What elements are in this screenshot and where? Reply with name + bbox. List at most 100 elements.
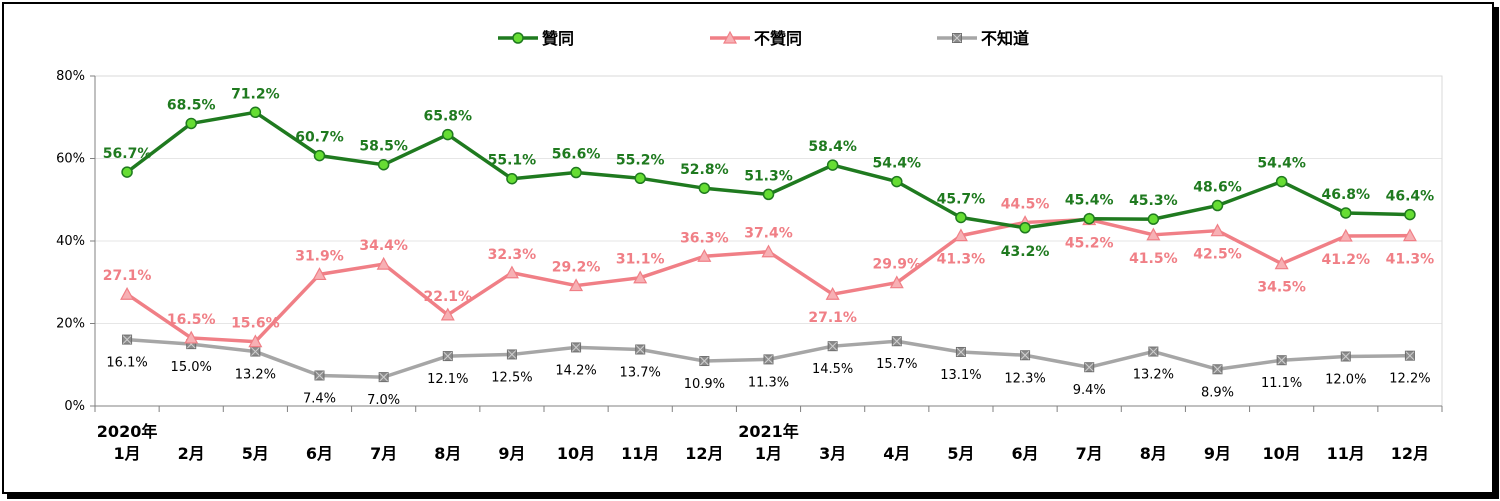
marker-x [1277,355,1286,365]
data-label: 31.9% [295,248,344,264]
data-label: 55.1% [488,153,537,169]
data-point-marker [1274,256,1289,270]
data-point-marker [571,342,582,353]
data-label: 36.3% [680,230,729,246]
data-label: 55.2% [616,152,665,168]
y-tick-label: 0% [64,399,85,414]
data-point-marker [1146,227,1161,241]
data-label: 45.3% [1129,193,1178,209]
data-label: 14.5% [812,362,853,377]
data-label: 32.3% [488,247,537,263]
marker-x [764,355,773,364]
data-point-marker [955,346,966,357]
data-point-marker [634,172,646,185]
x-tick-label: 9月 [1204,444,1231,463]
data-point-marker [1211,199,1224,212]
x-tick-label: 3月 [819,444,846,463]
data-label: 16.5% [167,312,216,328]
data-label: 56.7% [103,146,152,162]
x-tick-label: 1月 [114,444,141,463]
data-label: 48.6% [1193,180,1242,196]
data-point-marker [506,349,517,360]
data-label: 27.1% [103,268,152,284]
data-label: 52.8% [680,162,729,178]
data-point-marker [891,175,903,188]
legend: 贊同 不贊同 不知道 [498,29,1029,48]
data-point-marker [722,30,738,44]
data-label: 43.2% [1001,244,1050,260]
data-point-marker [442,351,453,362]
data-point-marker [1147,213,1160,225]
data-label: 12.3% [1004,371,1045,386]
data-label: 13.2% [1133,368,1174,383]
data-point-marker [250,346,261,357]
data-label: 16.1% [106,356,147,371]
marker-x [956,347,966,357]
legend-label: 不贊同 [754,29,802,48]
data-point-marker [1148,346,1159,357]
x-tick-label: 2月 [178,444,205,463]
x-tick-label: 4月 [883,444,910,463]
data-point-marker [442,128,454,141]
data-point-marker [314,370,325,381]
marker-x [700,356,709,366]
data-point-marker [570,166,582,179]
x-tick-label: 11月 [621,444,659,463]
data-label: 13.1% [940,368,981,383]
marker-x [315,371,324,380]
data-point-marker [504,265,519,279]
marker-x [571,343,581,352]
data-label: 34.4% [359,238,408,254]
data-label: 46.8% [1321,187,1370,203]
data-labels: 16.1% 15.0% 13.2% 7.4% 7.0% 12.1% 12.5% 14.2% 13… [103,86,1434,408]
data-label: 29.9% [872,257,921,273]
data-point-marker [889,275,904,289]
data-point-marker [825,286,840,300]
data-point-marker [184,330,199,344]
data-label: 45.2% [1065,236,1114,252]
data-point-marker [1020,350,1031,361]
data-label: 10.9% [684,377,725,392]
x-tick-label: 5月 [947,444,974,463]
marker-x [1341,352,1351,361]
data-label: 8.9% [1201,385,1234,400]
data-point-marker [121,166,133,178]
x-tick-label: 2020年 [97,422,158,441]
data-point-marker [506,172,518,185]
data-point-marker [699,356,710,367]
data-label: 11.3% [748,375,789,390]
y-tick-label: 60% [56,152,85,167]
data-point-marker [761,244,776,258]
data-point-marker [1276,355,1287,366]
data-label: 13.2% [235,368,276,383]
data-point-marker [826,159,839,171]
legend-label: 不知道 [981,29,1029,48]
x-tick-label: 6月 [306,444,333,463]
data-point-marker [512,32,524,44]
data-point-marker [122,334,133,345]
data-label: 46.4% [1386,189,1435,205]
x-tick-label: 11月 [1327,444,1365,463]
x-tick-label: 1月 [755,444,782,463]
data-label: 41.5% [1129,251,1178,267]
data-label: 29.2% [552,260,601,276]
series-2 [122,334,1415,383]
data-label: 13.7% [620,365,661,380]
data-label: 41.2% [1321,252,1370,268]
data-point-marker [1084,362,1095,373]
data-label: 51.3% [744,168,793,184]
data-label: 41.3% [937,252,986,268]
legend-label: 贊同 [542,29,574,48]
data-label: 44.5% [1001,196,1050,212]
data-label: 58.4% [808,139,857,155]
data-point-marker [1275,175,1288,188]
data-label: 37.4% [744,226,793,242]
data-point-marker [569,278,584,292]
data-label: 71.2% [231,86,280,102]
x-tick-label: 2021年 [738,422,799,441]
data-label: 11.1% [1261,376,1302,391]
x-tick-label: 6月 [1012,444,1039,463]
data-label: 45.7% [937,191,986,207]
data-point-marker [1340,207,1352,219]
data-point-marker [249,106,262,119]
